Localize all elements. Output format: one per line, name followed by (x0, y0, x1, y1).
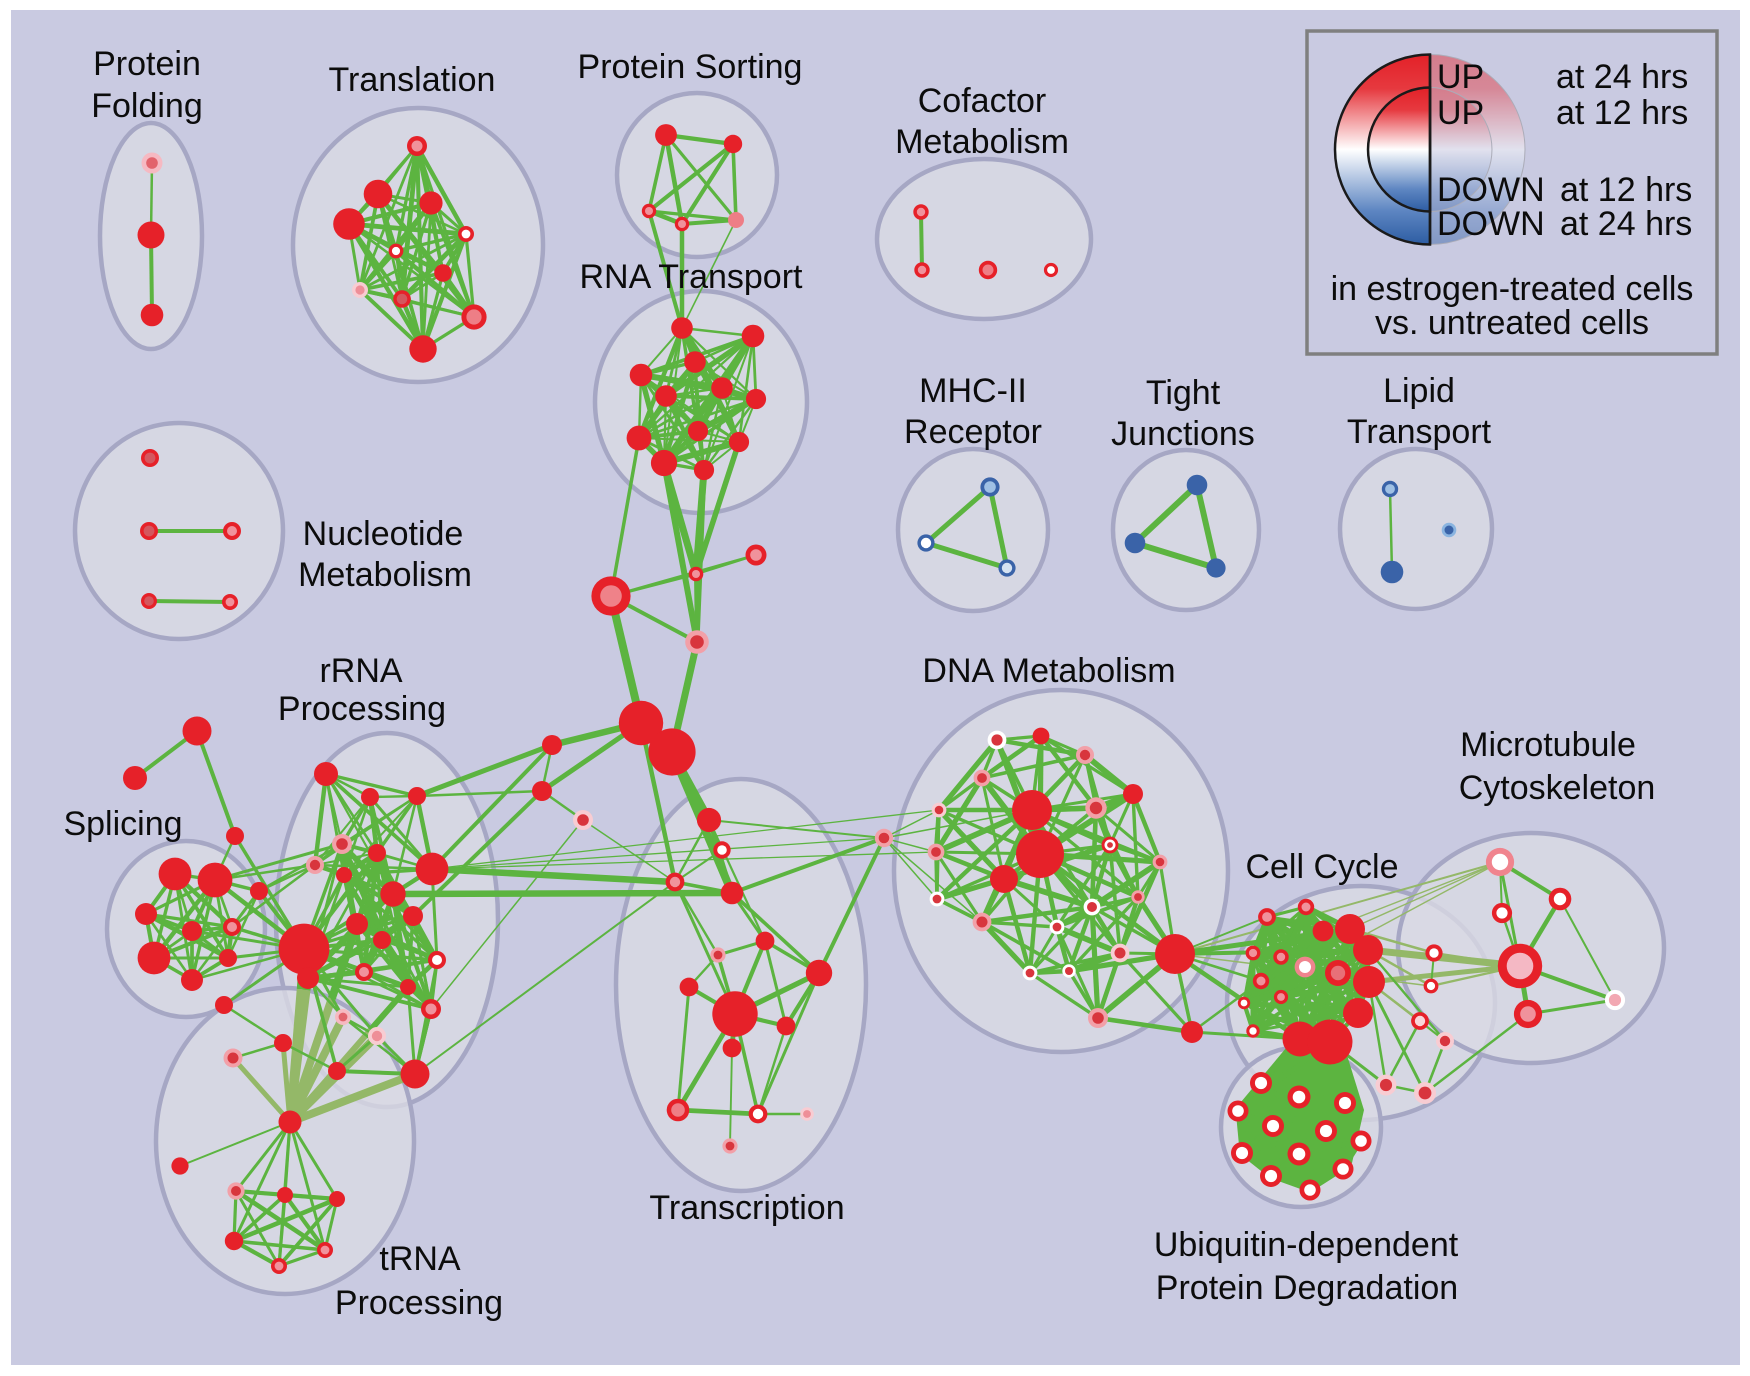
svg-text:Transcription: Transcription (649, 1189, 844, 1227)
svg-text:MHC-II: MHC-II (919, 372, 1027, 410)
svg-text:Splicing: Splicing (63, 805, 182, 843)
svg-text:Receptor: Receptor (904, 413, 1042, 451)
svg-text:at 24 hrs: at 24 hrs (1556, 58, 1688, 96)
svg-text:UP: UP (1437, 94, 1484, 132)
svg-text:Transport: Transport (1347, 413, 1492, 451)
svg-text:Translation: Translation (329, 61, 496, 99)
svg-text:Processing: Processing (278, 690, 446, 728)
svg-text:Microtubule: Microtubule (1460, 726, 1636, 764)
svg-text:Processing: Processing (335, 1284, 503, 1322)
svg-text:Protein Degradation: Protein Degradation (1156, 1269, 1458, 1307)
svg-text:Folding: Folding (91, 87, 203, 125)
svg-text:Metabolism: Metabolism (298, 556, 472, 594)
svg-text:in estrogen-treated cells: in estrogen-treated cells (1331, 270, 1694, 308)
svg-text:Ubiquitin-dependent: Ubiquitin-dependent (1154, 1226, 1459, 1264)
svg-text:rRNA: rRNA (319, 652, 402, 690)
svg-text:Junctions: Junctions (1111, 415, 1255, 453)
svg-text:vs. untreated cells: vs. untreated cells (1375, 304, 1649, 342)
svg-text:Cytoskeleton: Cytoskeleton (1459, 769, 1656, 807)
svg-text:Protein: Protein (93, 45, 201, 83)
svg-text:Cell Cycle: Cell Cycle (1245, 848, 1398, 886)
svg-text:at 24 hrs: at 24 hrs (1560, 205, 1692, 243)
svg-text:Protein Sorting: Protein Sorting (578, 48, 803, 86)
svg-text:UP: UP (1437, 58, 1484, 96)
svg-text:Metabolism: Metabolism (895, 123, 1069, 161)
svg-text:at 12 hrs: at 12 hrs (1556, 94, 1688, 132)
svg-text:DNA Metabolism: DNA Metabolism (922, 652, 1175, 690)
svg-text:RNA Transport: RNA Transport (580, 258, 804, 296)
svg-text:DOWN: DOWN (1437, 171, 1545, 209)
svg-text:tRNA: tRNA (379, 1240, 461, 1278)
svg-text:at 12 hrs: at 12 hrs (1560, 171, 1692, 209)
svg-text:Tight: Tight (1146, 374, 1221, 412)
svg-text:Lipid: Lipid (1383, 372, 1455, 410)
svg-text:Cofactor: Cofactor (918, 82, 1047, 120)
svg-text:DOWN: DOWN (1437, 205, 1545, 243)
svg-text:Nucleotide: Nucleotide (303, 515, 464, 553)
